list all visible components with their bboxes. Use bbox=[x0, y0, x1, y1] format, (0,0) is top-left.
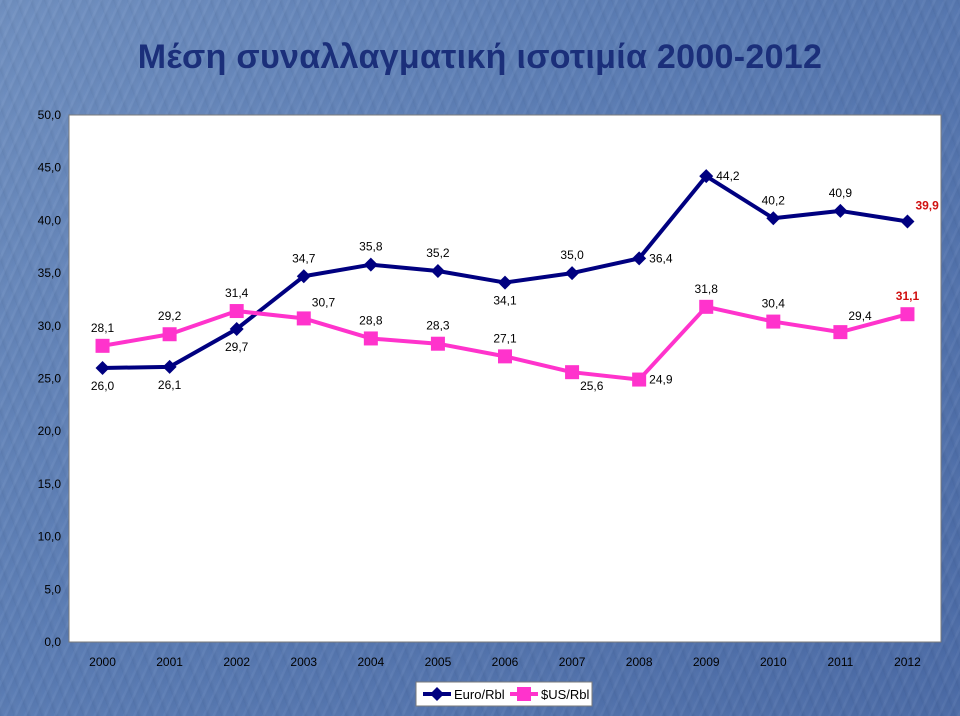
x-tick-label: 2005 bbox=[425, 655, 452, 669]
data-label: 27,1 bbox=[493, 331, 517, 345]
data-label: 35,8 bbox=[359, 240, 383, 254]
x-tick-label: 2001 bbox=[156, 655, 183, 669]
series-1-point bbox=[162, 327, 177, 342]
y-tick-label: 35,0 bbox=[38, 266, 62, 280]
legend-marker bbox=[430, 687, 444, 701]
series-1-point bbox=[632, 372, 647, 387]
x-tick-label: 2012 bbox=[894, 655, 921, 669]
series-1-point bbox=[833, 325, 848, 340]
x-tick-label: 2003 bbox=[290, 655, 317, 669]
data-label: 26,1 bbox=[158, 378, 182, 392]
series-0-point bbox=[632, 251, 647, 266]
data-label: 30,7 bbox=[312, 295, 336, 309]
series-0-point bbox=[900, 214, 915, 229]
data-label: 40,2 bbox=[762, 193, 786, 207]
legend: Euro/Rbl $US/Rbl bbox=[415, 681, 593, 707]
data-label: 30,4 bbox=[762, 297, 786, 311]
data-label: 35,2 bbox=[426, 246, 450, 260]
y-tick-label: 40,0 bbox=[38, 213, 62, 227]
data-label: 31,8 bbox=[695, 282, 719, 296]
data-label: 39,9 bbox=[915, 198, 939, 212]
data-label: 36,4 bbox=[649, 251, 673, 265]
x-tick-label: 2002 bbox=[223, 655, 250, 669]
data-label: 29,7 bbox=[225, 340, 249, 354]
plot-area bbox=[68, 114, 942, 643]
series-1-point bbox=[900, 307, 915, 322]
data-label: 28,3 bbox=[426, 319, 450, 333]
data-label: 29,4 bbox=[848, 309, 872, 323]
legend-label: $US/Rbl bbox=[541, 687, 590, 702]
series-0-point bbox=[565, 266, 580, 281]
x-axis: 2000 2001 2002 2003 2004 2005 2006 2007 2008 2009… bbox=[89, 655, 921, 669]
legend-label: Euro/Rbl bbox=[454, 687, 505, 702]
series-1-point bbox=[699, 299, 714, 314]
series-0-point bbox=[699, 169, 714, 184]
y-tick-label: 50,0 bbox=[38, 108, 62, 122]
series-0-point bbox=[498, 275, 512, 290]
data-labels: 26,0 26,1 29,7 34,7 35,8 35,2 34,1 35,0 36,4 44,2… bbox=[91, 169, 939, 393]
y-tick-label: 45,0 bbox=[38, 161, 62, 175]
y-axis: 0,0 5,0 10,0 15,0 20,0 25,0 30,0 35,0 40,0 45,0 50… bbox=[38, 108, 62, 649]
data-label: 29,2 bbox=[158, 309, 182, 323]
series-0-point bbox=[229, 321, 244, 336]
legend-marker bbox=[517, 687, 531, 701]
data-label: 40,9 bbox=[829, 186, 853, 200]
data-label: 25,6 bbox=[580, 379, 604, 393]
data-label: 26,0 bbox=[91, 379, 115, 393]
series-0-point bbox=[430, 263, 445, 278]
x-tick-label: 2010 bbox=[760, 655, 787, 669]
y-tick-label: 25,0 bbox=[38, 372, 62, 386]
chart-title: Μέση συναλλαγματική ισοτιμία 2000-2012 bbox=[137, 38, 823, 76]
x-tick-label: 2008 bbox=[626, 655, 653, 669]
series-1-point bbox=[363, 331, 378, 346]
data-label: 28,8 bbox=[359, 313, 383, 327]
data-label: 31,4 bbox=[225, 286, 249, 300]
series-1-point bbox=[296, 311, 311, 326]
series-0-point bbox=[296, 269, 311, 284]
x-tick-label: 2000 bbox=[89, 655, 116, 669]
series-1-point bbox=[229, 304, 244, 319]
x-tick-label: 2004 bbox=[357, 655, 384, 669]
series-markers bbox=[95, 169, 915, 387]
data-label: 44,2 bbox=[716, 169, 740, 183]
series-0-point bbox=[162, 359, 177, 374]
data-label: 34,1 bbox=[493, 294, 517, 308]
data-label: 28,1 bbox=[91, 321, 115, 335]
series-0-point bbox=[363, 257, 378, 272]
data-label: 31,1 bbox=[896, 289, 920, 303]
series-0-point bbox=[766, 211, 781, 226]
y-tick-label: 20,0 bbox=[38, 424, 62, 438]
series-0-point bbox=[833, 203, 848, 218]
series-1-point bbox=[766, 314, 781, 329]
series-1-point bbox=[430, 336, 445, 351]
x-tick-label: 2009 bbox=[693, 655, 720, 669]
y-tick-label: 5,0 bbox=[44, 582, 61, 596]
x-tick-label: 2011 bbox=[827, 655, 853, 669]
x-tick-label: 2006 bbox=[492, 655, 519, 669]
y-tick-label: 0,0 bbox=[44, 635, 61, 649]
series-1-point bbox=[95, 338, 110, 353]
series-1-point bbox=[498, 349, 512, 364]
y-tick-label: 30,0 bbox=[38, 319, 62, 333]
data-label: 35,0 bbox=[560, 248, 584, 262]
series-0-point bbox=[95, 360, 110, 375]
data-label: 34,7 bbox=[292, 251, 316, 265]
data-label: 24,9 bbox=[649, 373, 673, 387]
y-tick-label: 10,0 bbox=[38, 530, 62, 544]
series-1-point bbox=[565, 365, 580, 380]
y-tick-label: 15,0 bbox=[38, 477, 62, 491]
x-tick-label: 2007 bbox=[559, 655, 586, 669]
